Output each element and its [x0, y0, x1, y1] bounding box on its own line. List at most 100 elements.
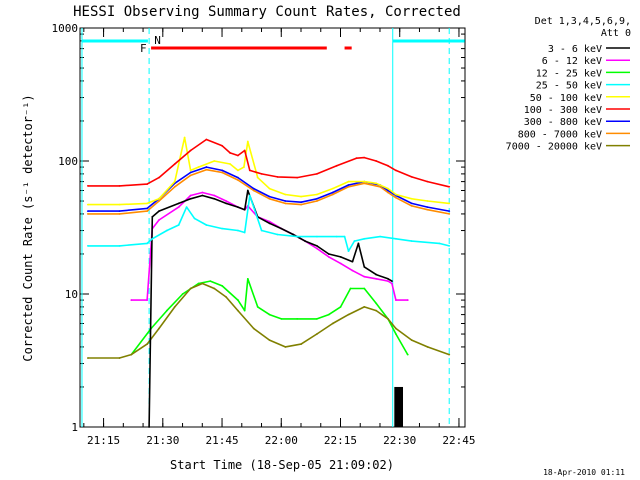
- data-point: [246, 277, 249, 280]
- data-point: [335, 235, 338, 238]
- data-point: [331, 193, 334, 196]
- data-point: [343, 235, 346, 238]
- data-point: [391, 282, 393, 285]
- data-point: [339, 262, 342, 265]
- data-point: [394, 169, 397, 172]
- data-point: [173, 305, 176, 308]
- data-point: [331, 322, 334, 325]
- x-tick-label: 21:15: [87, 434, 120, 447]
- data-point: [185, 206, 188, 209]
- data-point: [351, 260, 354, 263]
- x-tick-label: 22:00: [265, 434, 298, 447]
- data-point: [296, 235, 299, 238]
- data-point: [158, 327, 160, 330]
- legend-header-line-2: Att 0: [601, 28, 631, 39]
- x-axis: 21:15 21:30 21:45 22:00 22:15 22:30 22:45: [83, 28, 476, 447]
- data-point: [347, 250, 350, 253]
- data-point: [387, 164, 389, 167]
- data-point: [394, 196, 397, 199]
- generated-date: 18-Apr-2010 01:11: [543, 468, 625, 477]
- data-point: [438, 242, 441, 245]
- data-point: [146, 242, 149, 245]
- data-point: [177, 224, 180, 226]
- data-point: [205, 138, 208, 141]
- data-point: [189, 171, 192, 174]
- data-point: [339, 305, 342, 308]
- data-point: [363, 180, 366, 183]
- data-point: [410, 204, 413, 207]
- legend-label: 100 - 300 keV: [524, 105, 602, 116]
- data-point: [243, 231, 246, 234]
- data-point: [448, 185, 451, 188]
- data-point: [394, 327, 397, 330]
- data-point: [387, 280, 389, 283]
- chart-title: HESSI Observing Summary Count Rates, Cor…: [73, 4, 461, 20]
- data-point: [335, 164, 338, 167]
- data-point: [146, 207, 149, 210]
- data-point: [327, 253, 330, 255]
- data-point: [118, 213, 121, 215]
- data-point: [426, 206, 429, 209]
- data-point: [448, 353, 451, 356]
- y-tick-label: 10: [65, 288, 78, 301]
- data-point: [151, 237, 154, 240]
- data-point: [252, 327, 255, 330]
- plot-area: 1 10 100 1000 21:15 21:30 21:45 22:00 22:15 22:3…: [52, 22, 476, 447]
- data-point: [268, 187, 271, 190]
- data-point: [229, 163, 231, 165]
- data-point: [237, 179, 239, 181]
- data-point: [379, 235, 382, 238]
- data-point: [165, 229, 168, 232]
- data-point: [237, 309, 239, 312]
- data-point: [268, 197, 271, 200]
- data-point: [237, 169, 239, 172]
- y-tick-label: 1: [71, 421, 78, 434]
- data-point: [225, 200, 228, 202]
- data-point: [248, 169, 251, 172]
- data-point: [363, 287, 366, 290]
- data-point: [410, 339, 413, 342]
- data-point: [347, 185, 350, 188]
- data-point: [189, 287, 192, 290]
- data-point: [158, 219, 160, 221]
- data-point: [292, 233, 295, 236]
- data-point: [347, 313, 350, 316]
- data-point: [268, 313, 271, 316]
- y-tick-label: 1000: [52, 22, 79, 35]
- data-point: [173, 185, 176, 188]
- data-point: [276, 175, 279, 178]
- data-point: [158, 200, 160, 202]
- data-point: [252, 189, 255, 192]
- data-point: [213, 287, 216, 290]
- data-point: [146, 183, 149, 186]
- data-point: [316, 197, 318, 200]
- data-point: [379, 185, 382, 188]
- data-point: [146, 202, 149, 205]
- data-point: [387, 277, 389, 280]
- data-point: [316, 244, 318, 247]
- x-tick-label: 22:45: [442, 434, 475, 447]
- x-axis-label: Start Time (18-Sep-05 21:09:02): [170, 458, 394, 472]
- data-point: [304, 240, 306, 242]
- data-point: [183, 136, 186, 139]
- data-point: [300, 195, 303, 198]
- data-point: [246, 189, 249, 192]
- data-point: [243, 149, 246, 152]
- data-point: [205, 166, 208, 168]
- series-layer: [86, 136, 451, 428]
- data-point: [118, 357, 121, 359]
- series-line-7: [87, 166, 450, 212]
- data-point: [189, 194, 192, 197]
- legend-label: 6 - 12 keV: [542, 56, 602, 67]
- data-point: [391, 280, 393, 283]
- data-point: [118, 210, 121, 213]
- data-point: [151, 215, 154, 218]
- data-point: [237, 206, 239, 209]
- series-line-3: [130, 277, 409, 356]
- legend-label: 800 - 7000 keV: [518, 129, 602, 140]
- data-point: [197, 166, 200, 168]
- data-point: [347, 180, 350, 183]
- x-tick-label: 21:45: [205, 434, 238, 447]
- data-point: [351, 269, 354, 272]
